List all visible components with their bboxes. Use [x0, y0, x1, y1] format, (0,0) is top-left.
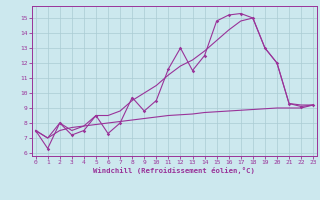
X-axis label: Windchill (Refroidissement éolien,°C): Windchill (Refroidissement éolien,°C) [93, 167, 255, 174]
